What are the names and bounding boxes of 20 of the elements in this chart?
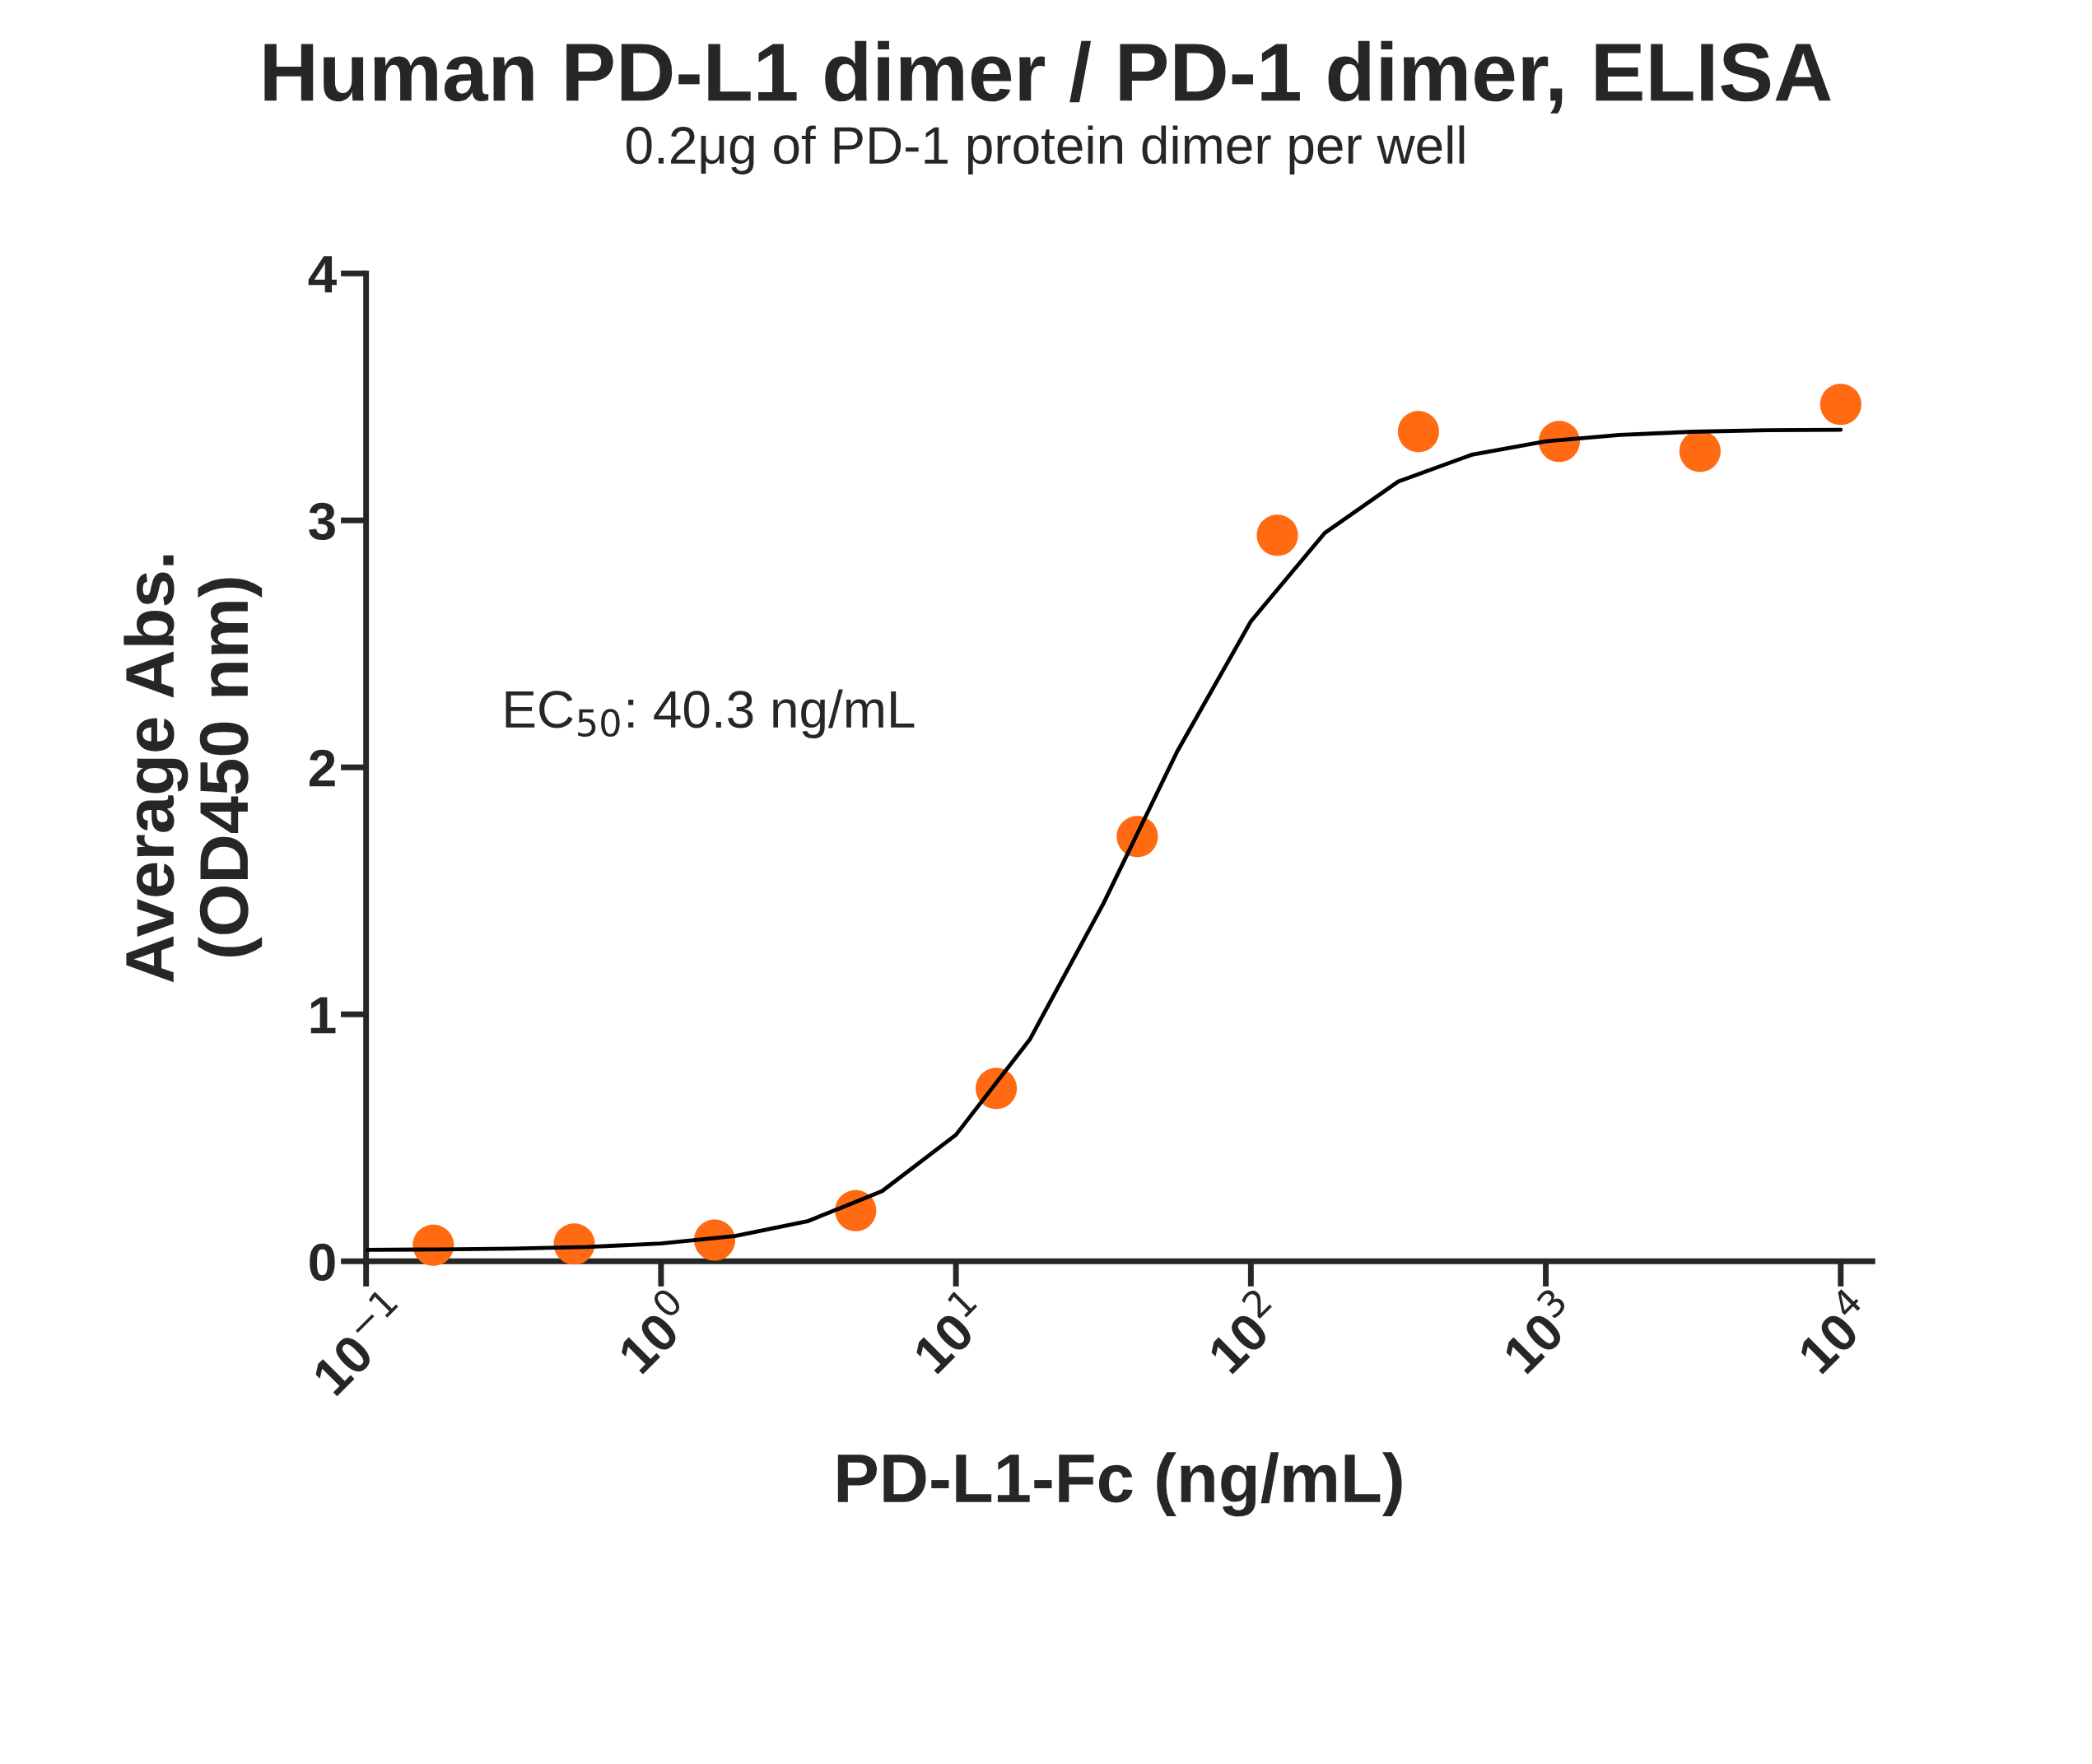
y-tick-label: 4: [308, 256, 337, 293]
x-tick-label: 10$^{1}$: [904, 1287, 992, 1375]
x-tick-label: 10$^{−1}$: [304, 1287, 413, 1397]
y-tick-label: 0: [310, 1243, 335, 1282]
chart-subtitle: 0.2μg of PD-1 protein dimer per well: [627, 125, 1465, 175]
x-tick-label: 10$^{3}$: [1493, 1287, 1582, 1375]
point: [1397, 411, 1439, 453]
point: [1819, 384, 1861, 426]
x-tick-label: 10$^{4}$: [1789, 1287, 1878, 1375]
x-axis-title: PD-L1-Fc (ng/mL): [837, 1452, 1402, 1517]
chart-title: Human PD-L1 dimer / PD-1 dimer, ELISA: [264, 40, 1831, 114]
x-tick-label: 10$^{2}$: [1199, 1287, 1287, 1375]
annotation: EC$_{50}$: 40.3 ng/mL: [506, 689, 915, 739]
y-axis-title: Average Abs. (OD450 nm): [123, 555, 263, 983]
x-tick-label: 10$^{0}$: [609, 1286, 698, 1375]
y-tick-label: 1: [310, 997, 336, 1034]
y-tick-label: 2: [309, 749, 335, 787]
line-series: [366, 427, 1843, 1252]
y-tick-label: 3: [309, 502, 335, 541]
point: [1256, 514, 1298, 556]
